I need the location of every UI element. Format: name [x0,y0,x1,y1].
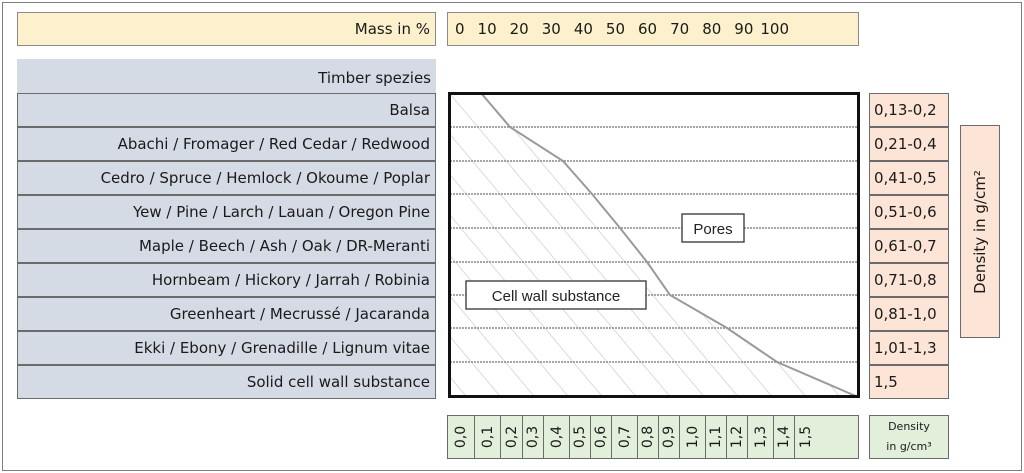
mass-axis-scale: 0 10 20 30 40 50 60 70 80 90 100 [447,12,859,46]
x-tick: 0,7 [612,416,638,458]
density-x-axis: 0,0 0,1 0,2 0,3 0,4 0,5 0,6 0,7 0,8 0,9 … [447,415,859,459]
pores-label-box [681,213,745,243]
density-range: 0,71-0,8 [869,263,949,297]
species-row: Abachi / Fromager / Red Cedar / Redwood [17,127,436,161]
mass-tick: 40 [573,20,593,38]
mass-axis-label: Mass in % [17,12,436,46]
x-tick: 1,4 [774,416,795,458]
mass-tick: 20 [509,20,529,38]
species-row: Ekki / Ebony / Grenadille / Lignum vitae [17,331,436,365]
species-row: Cedro / Spruce / Hemlock / Okoume / Popl… [17,161,436,195]
x-tick: 0,4 [544,416,570,458]
mass-tick: 70 [670,20,690,38]
x-tick: 1,1 [706,416,727,458]
species-row: Yew / Pine / Larch / Lauan / Oregon Pine [17,195,436,229]
species-row: Hornbeam / Hickory / Jarrah / Robinia [17,263,436,297]
x-axis-unit-line1: Density [888,420,930,433]
species-row: Balsa [17,93,436,127]
x-tick: 0,3 [523,416,544,458]
density-range: 0,21-0,4 [869,127,949,161]
density-range: 0,81-1,0 [869,297,949,331]
cell-wall-area [449,93,858,397]
x-tick: 1,2 [727,416,748,458]
x-tick: 0,0 [448,416,475,458]
density-range: 0,61-0,7 [869,229,949,263]
x-tick: 0,8 [638,416,659,458]
mass-tick: 30 [541,20,561,38]
x-axis-unit: Density in g/cm³ [869,415,949,459]
pores-label: Pores [693,221,732,238]
density-range: 0,13-0,2 [869,93,949,127]
boundary-curve [480,92,859,398]
density-range: 0,51-0,6 [869,195,949,229]
x-tick: 0,5 [570,416,591,458]
mass-tick: 90 [734,20,754,38]
species-row: Solid cell wall substance [17,365,436,399]
x-tick: 0,1 [475,416,501,458]
species-header: Timber spezies [17,59,436,93]
x-tick: 1,5 [797,425,814,449]
x-tick: 1,0 [680,416,706,458]
mass-tick: 10 [477,20,497,38]
x-tick: 1,3 [748,416,774,458]
cell-wall-label-box [465,280,647,310]
x-tick: 0,2 [501,416,523,458]
mass-tick: 100 [760,20,790,38]
x-axis-unit-line2: in g/cm³ [886,440,932,453]
mass-tick: 60 [638,20,658,38]
x-tick: 0,9 [659,416,680,458]
cell-wall-label: Cell wall substance [492,288,620,305]
mass-distribution-chart: Pores Cell wall substance [448,92,860,398]
species-row: Greenheart / Mecrussé / Jacaranda [17,297,436,331]
density-axis-label: Density in g/cm² [971,169,989,294]
x-tick: 0,6 [591,416,612,458]
mass-tick: 80 [702,20,722,38]
mass-tick: 0 [455,20,465,38]
density-range: 1,01-1,3 [869,331,949,365]
species-row: Maple / Beech / Ash / Oak / DR-Meranti [17,229,436,263]
density-range: 1,5 [869,365,949,399]
density-range: 0,41-0,5 [869,161,949,195]
density-axis-label-box: Density in g/cm² [960,125,1000,338]
mass-tick: 50 [605,20,626,38]
